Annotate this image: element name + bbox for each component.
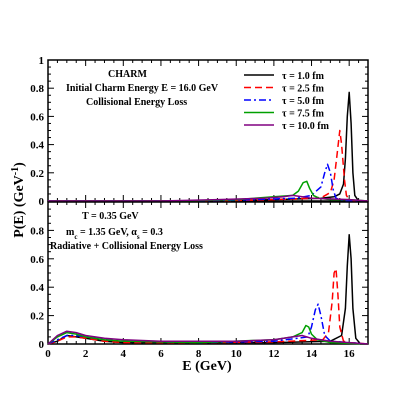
y-tick-label-bottom: 0.2 bbox=[30, 311, 44, 323]
annotation-radiative-collisional: Radiative + Collisional Energy Loss bbox=[50, 241, 203, 252]
y-tick-label-bottom: 0.8 bbox=[30, 225, 44, 237]
x-tick-label: 6 bbox=[158, 348, 164, 360]
y-tick-label-top: 0.4 bbox=[30, 140, 44, 152]
series-line-bottom-1 bbox=[47, 267, 369, 345]
x-tick-label: 8 bbox=[196, 348, 202, 360]
series-line-top-2 bbox=[48, 163, 368, 202]
annotation-mass-alpha: mc = 1.35 GeV, αs = 0.3 bbox=[66, 227, 163, 241]
x-tick-label: 12 bbox=[268, 348, 280, 360]
annotation-initial-energy: Initial Charm Energy E = 16.0 GeV bbox=[66, 83, 219, 94]
annotation-collisional: Collisional Energy Loss bbox=[86, 97, 187, 108]
series-line-bottom-2 bbox=[47, 303, 369, 345]
series-line-top-4 bbox=[48, 194, 369, 202]
legend-label: τ = 5.0 fm bbox=[282, 96, 325, 107]
y-tick-label-top: 1 bbox=[39, 55, 45, 67]
y-tick-label-top: 0.2 bbox=[30, 168, 44, 180]
annotation-charm: CHARM bbox=[108, 69, 147, 80]
y-tick-label-top: 0.6 bbox=[30, 111, 44, 123]
y-tick-label-bottom: 0.6 bbox=[30, 254, 44, 266]
legend: τ = 1.0 fm τ = 2.5 fmτ = 5.0 fm τ = 7.5 fm… bbox=[244, 71, 330, 132]
y-tick-label-top: 0 bbox=[39, 196, 45, 208]
plot-frame-bottom bbox=[47, 201, 369, 345]
legend-label: τ = 7.5 fm bbox=[282, 109, 325, 120]
x-tick-label: 16 bbox=[344, 348, 356, 360]
panel-top: 0 0.2 0.4 0.6 0.8 1 bbox=[30, 55, 369, 208]
y-tick-label-bottom: 0.4 bbox=[30, 282, 44, 294]
series-line-top-1 bbox=[48, 129, 368, 202]
annotation-temperature: T = 0.35 GeV bbox=[82, 211, 139, 222]
x-tick-label: 2 bbox=[83, 348, 89, 360]
legend-label: τ = 10.0 fm bbox=[282, 121, 330, 132]
legend-label: τ = 2.5 fm bbox=[282, 84, 325, 95]
x-tick-label: 4 bbox=[121, 348, 127, 360]
x-tick-label: 10 bbox=[231, 348, 243, 360]
x-tick-label: 0 bbox=[45, 348, 51, 360]
series-line-bottom-4 bbox=[47, 330, 369, 345]
x-axis-label: E (GeV) bbox=[182, 359, 232, 374]
panel-bottom: 0 0.2 0.4 0.6 0.8 0 2 4 6 8 10 12 14 16 bbox=[30, 201, 369, 360]
x-tick-label: 14 bbox=[306, 348, 318, 360]
y-tick-label-bottom: 0 bbox=[39, 339, 45, 351]
y-axis-label: P(E) (GeV-1) bbox=[10, 162, 28, 238]
y-tick-label-top: 0.8 bbox=[30, 83, 44, 95]
legend-label: τ = 1.0 fm bbox=[282, 71, 325, 82]
